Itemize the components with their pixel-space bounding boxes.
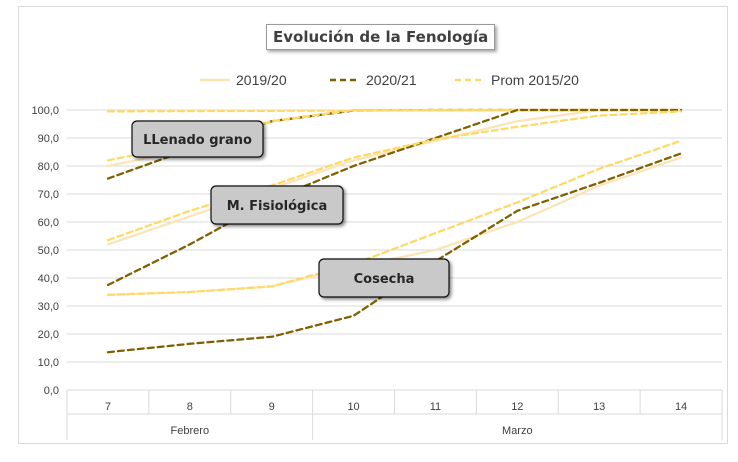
annotation-label: LLenado grano [143, 133, 252, 148]
y-tick-label: 60,0 [38, 217, 59, 229]
y-tick-label: 30,0 [38, 301, 59, 313]
x-tick-label: 7 [105, 401, 111, 413]
y-tick-label: 80,0 [38, 161, 59, 173]
x-tick-label: 10 [347, 401, 359, 413]
annotation-box [131, 120, 264, 158]
y-tick-label: 100,0 [31, 105, 59, 117]
legend-label: 2020/21 [366, 72, 417, 88]
chart-frame [18, 6, 728, 444]
y-tick-label: 0,0 [44, 385, 59, 397]
legend: 2019/20 2020/21 Prom 2015/20 [200, 72, 579, 88]
y-tick-label: 50,0 [38, 245, 59, 257]
annotation-box [318, 258, 450, 298]
series-lines [106, 108, 683, 354]
series-line [106, 110, 683, 242]
legend-label: 2019/20 [236, 72, 287, 88]
x-tick-label: 12 [511, 401, 523, 413]
x-tick-label: 11 [430, 401, 441, 413]
series-line [106, 108, 683, 246]
x-tick-label: 13 [593, 401, 605, 413]
axes: 0,0 10,0 20,0 30,0 40,0 50,0 60,0 70,0 80,0 90,0 1… [31, 105, 723, 440]
x-tick-label: 8 [187, 401, 193, 413]
month-group-label: Marzo [502, 425, 533, 437]
month-group-label: Febrero [171, 425, 210, 437]
annotation-label: Cosecha [354, 272, 415, 287]
legend-label: Prom 2015/20 [491, 72, 579, 88]
y-tick-label: 20,0 [38, 329, 59, 341]
series-line [106, 108, 683, 287]
series-line [106, 152, 683, 354]
y-tick-label: 10,0 [38, 357, 59, 369]
y-tick-label: 70,0 [38, 189, 59, 201]
chart-title: Evolución de la Fenología [266, 24, 496, 50]
y-tick-label: 40,0 [38, 273, 59, 285]
annotation-label: M. Fisiológica [227, 199, 328, 214]
x-tick-label: 9 [269, 401, 275, 413]
series-line [106, 139, 683, 296]
callouts: LLenado grano M. Fisiológica Cosecha [131, 120, 450, 298]
y-tick-label: 90,0 [38, 133, 59, 145]
x-tick-label: 14 [675, 401, 687, 413]
annotation-box [210, 185, 344, 225]
